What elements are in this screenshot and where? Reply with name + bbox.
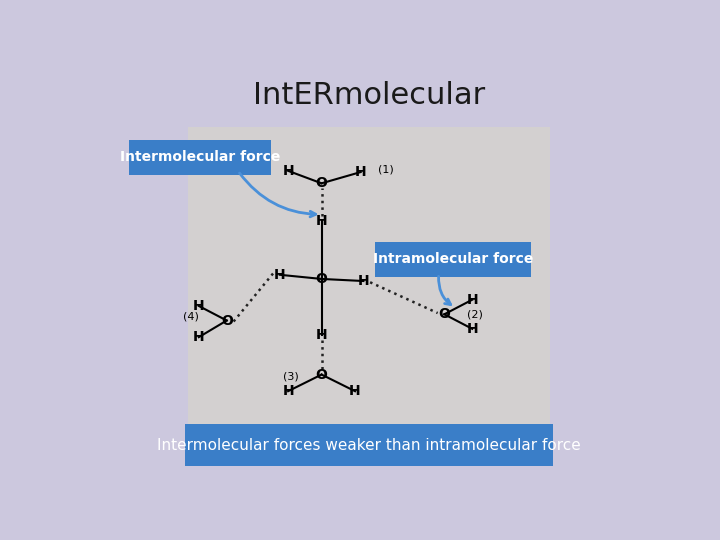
Text: O: O xyxy=(221,314,233,328)
Text: H: H xyxy=(282,384,294,398)
FancyBboxPatch shape xyxy=(188,127,550,427)
Text: Intramolecular force: Intramolecular force xyxy=(372,252,533,266)
Text: (3): (3) xyxy=(283,372,299,382)
Text: H: H xyxy=(316,328,328,342)
Text: H: H xyxy=(193,330,204,344)
Text: O: O xyxy=(315,176,328,190)
Text: H: H xyxy=(355,165,366,179)
FancyBboxPatch shape xyxy=(129,140,271,175)
Text: O: O xyxy=(315,272,328,286)
Text: H: H xyxy=(282,164,294,178)
Text: IntERmolecular: IntERmolecular xyxy=(253,82,485,111)
Text: (4): (4) xyxy=(182,312,199,321)
Text: Intermolecular force: Intermolecular force xyxy=(120,150,280,164)
Text: H: H xyxy=(358,274,369,288)
Text: O: O xyxy=(438,307,450,321)
Text: H: H xyxy=(274,268,286,282)
Text: H: H xyxy=(467,322,478,336)
Text: O: O xyxy=(315,368,328,382)
Text: Intermolecular forces weaker than intramolecular force: Intermolecular forces weaker than intram… xyxy=(157,438,581,453)
Text: (1): (1) xyxy=(378,165,394,175)
FancyBboxPatch shape xyxy=(185,424,553,466)
Text: H: H xyxy=(349,384,361,398)
Text: H: H xyxy=(467,293,478,307)
Text: H: H xyxy=(193,299,204,313)
Text: H: H xyxy=(316,214,328,228)
Text: (2): (2) xyxy=(467,309,483,319)
FancyBboxPatch shape xyxy=(374,241,531,277)
